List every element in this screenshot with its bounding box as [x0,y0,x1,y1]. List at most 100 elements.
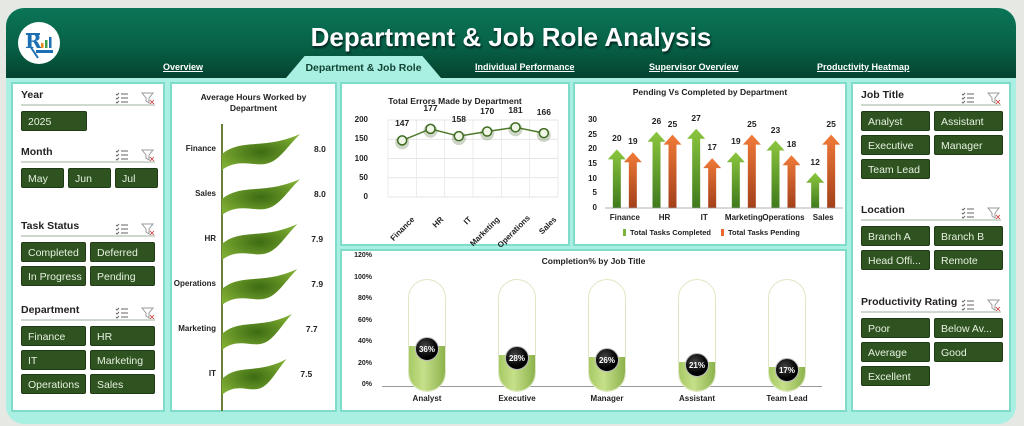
job-assistant-button[interactable]: Assistant [934,111,1003,131]
location-branch-b-button[interactable]: Branch B [934,226,1003,246]
status-deferred-button[interactable]: Deferred [90,242,155,262]
tab-supervisor-overview[interactable]: Supervisor Overview [649,62,739,72]
year-2025-button[interactable]: 2025 [21,111,87,131]
dept-it-button[interactable]: IT [21,350,86,370]
dept-sales-button[interactable]: Sales [90,374,155,394]
tab-department-job-role[interactable]: Department & Job Role [305,62,422,74]
y-tick-label: 80% [357,295,372,302]
tab-overview[interactable]: Overview [163,62,204,72]
y-tick-label: 20 [588,144,597,154]
x-tick-label: Marketing [724,213,763,222]
page-title: Department & Job Role Analysis [310,22,712,52]
status-in-progress-button[interactable]: In Progress [21,266,86,286]
category-label: HR [204,234,216,243]
location-branch-a-button[interactable]: Branch A [861,226,930,246]
completion-value-badge: 36% [415,337,439,362]
month-may-button[interactable]: May [21,168,64,188]
month-jul-button[interactable]: Jul [115,168,158,188]
clear-filter-icon[interactable] [140,220,155,236]
value-label: 7.9 [311,279,324,289]
data-label: 25 [667,118,678,129]
left-slicer-panel: Year 2025 Month May Jun Jul Task Status [11,82,165,412]
month-slicer: Month May Jun Jul [21,145,158,188]
y-tick-label: 120% [354,252,372,259]
dept-marketing-button[interactable]: Marketing [90,350,155,370]
tab-productivity-heatmap[interactable]: Productivity Heatmap [817,62,910,72]
tab-individual-performance[interactable]: Individual Performance [475,62,575,72]
productivity-rating-slicer-title: Productivity Rating [861,296,958,308]
flag-bar [222,224,298,260]
multi-select-icon[interactable] [961,296,975,311]
completion-value-badge: 26% [595,348,619,373]
multi-select-icon[interactable] [115,89,129,104]
clear-filter-icon[interactable] [140,304,155,320]
y-tick-label: 100 [354,153,368,163]
category-label: Operations [173,279,216,288]
y-tick-label: 100% [354,273,372,281]
y-tick-label: 20% [357,359,372,367]
company-logo: R [18,22,60,64]
axis-line [221,124,223,411]
dept-finance-button[interactable]: Finance [21,326,86,346]
x-tick-label: Sales [812,213,834,222]
month-slicer-title: Month [21,146,53,158]
job-executive-button[interactable]: Executive [861,135,930,155]
y-tick-label: 15 [588,159,597,168]
pending-completed-plot [605,128,843,209]
dept-hr-button[interactable]: HR [90,326,155,346]
status-pending-button[interactable]: Pending [90,266,155,286]
location-remote-button[interactable]: Remote [934,250,1003,270]
data-label: 181 [508,105,523,116]
multi-select-icon[interactable] [961,204,975,219]
rating-good-button[interactable]: Good [934,342,1003,362]
location-head-office-button[interactable]: Head Offi... [861,250,930,270]
clear-filter-icon[interactable] [986,296,1001,312]
rating-below-average-button[interactable]: Below Av... [934,318,1003,338]
y-tick-label: 40% [357,338,372,345]
total-errors-chart-title: Total Errors Made by Department [388,96,522,106]
completion-tube [588,278,626,392]
job-team-lead-button[interactable]: Team Lead [861,159,930,179]
rating-average-button[interactable]: Average [861,342,930,362]
x-tick-label: Finance [609,213,640,222]
clear-filter-icon[interactable] [986,204,1001,220]
rating-excellent-button[interactable]: Excellent [861,366,930,386]
multi-select-icon[interactable] [961,89,975,104]
data-label: 27 [691,112,701,123]
y-tick-label: 10 [588,173,597,183]
legend-pending: Total Tasks Pending [721,228,800,237]
status-completed-button[interactable]: Completed [21,242,86,262]
header-banner: R Department & Job Role Analysis [6,8,1016,78]
flag-bar [222,134,300,170]
flag-bar [222,314,292,350]
data-label: 177 [423,102,438,113]
clear-filter-icon[interactable] [986,89,1001,105]
multi-select-icon[interactable] [115,146,129,161]
multi-select-icon[interactable] [115,304,129,319]
data-label: 147 [395,118,410,129]
rating-poor-button[interactable]: Poor [861,318,930,338]
avg-hours-chart-title: Average Hours Worked by Department [200,92,307,113]
year-slicer-title: Year [21,89,44,101]
x-tick-label: Manager [590,394,624,403]
location-slicer: Location Branch A Branch B Head Offi... … [861,203,1003,270]
x-tick-label: Executive [498,394,536,403]
month-jun-button[interactable]: Jun [68,168,111,188]
tab-active-background [286,56,441,78]
completion-value-badge: 17% [775,357,799,382]
clear-filter-icon[interactable] [140,146,155,162]
flag-bar [222,269,298,305]
completion-tube [498,278,536,392]
category-label: Sales [195,189,216,198]
y-tick-label: 0% [361,381,372,388]
dept-operations-button[interactable]: Operations [21,374,86,394]
clear-filter-icon[interactable] [140,89,155,105]
data-label: 23 [770,124,781,135]
multi-select-icon[interactable] [115,220,129,235]
job-analyst-button[interactable]: Analyst [861,111,930,131]
year-slicer: Year 2025 [21,88,155,131]
job-manager-button[interactable]: Manager [934,135,1003,155]
location-slicer-title: Location [861,204,905,216]
category-label: Marketing [178,324,216,333]
x-tick-label: Analyst [412,394,442,403]
